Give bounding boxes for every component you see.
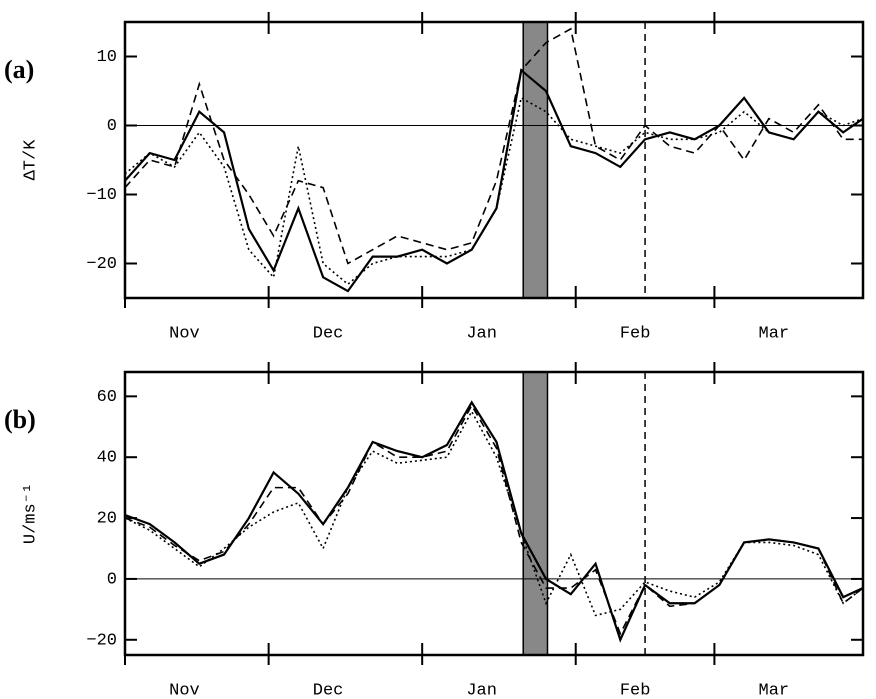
x-tick-label: Mar xyxy=(759,324,790,343)
data-line xyxy=(125,96,863,286)
x-tick-label: Feb xyxy=(620,681,651,699)
x-tick-label: Dec xyxy=(313,681,344,699)
data-line xyxy=(125,409,863,617)
shaded-region xyxy=(522,21,549,299)
plot-frame xyxy=(123,370,865,657)
x-tick-label: Mar xyxy=(759,681,790,699)
panel-label: (b) xyxy=(4,405,36,434)
y-tick-label: 20 xyxy=(97,510,117,529)
panel-label: (a) xyxy=(4,55,34,84)
x-tick-label: Dec xyxy=(313,324,344,343)
shaded-region xyxy=(522,371,549,656)
data-line xyxy=(125,68,863,293)
x-tick-label: Feb xyxy=(620,324,651,343)
y-tick-label: 60 xyxy=(97,388,117,407)
y-tick-label: 40 xyxy=(97,449,117,468)
y-tick-label: 10 xyxy=(97,48,117,67)
plot-frame xyxy=(123,20,865,300)
x-tick-label: Jan xyxy=(466,324,497,343)
x-tick-label: Nov xyxy=(169,324,200,343)
y-tick-label: 0 xyxy=(107,117,117,136)
x-tick-label: Jan xyxy=(466,681,497,699)
data-line xyxy=(125,400,863,643)
data-line xyxy=(125,27,863,265)
y-tick-label: −10 xyxy=(86,186,117,205)
y-axis-label: ΔT/K xyxy=(21,139,40,181)
y-tick-label: −20 xyxy=(86,631,117,650)
y-tick-label: −20 xyxy=(86,255,117,274)
y-axis-label: U/ms⁻¹ xyxy=(21,483,40,544)
x-tick-label: Nov xyxy=(169,681,200,699)
y-tick-label: 0 xyxy=(107,570,117,589)
